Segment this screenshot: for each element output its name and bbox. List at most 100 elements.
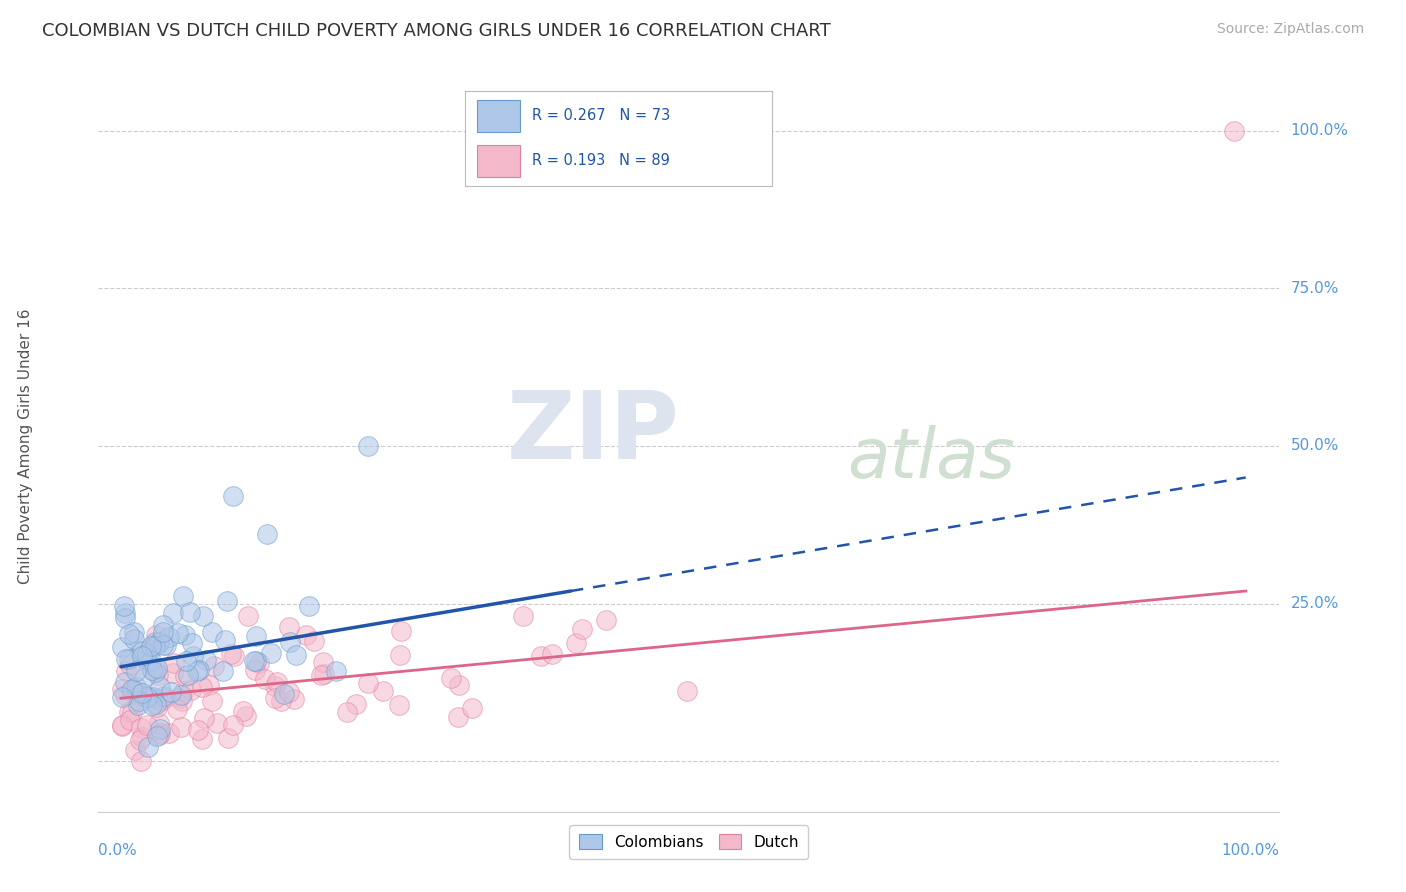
Point: [571, 623, 593, 637]
Point: [198, 678, 221, 692]
Point: [222, 718, 245, 732]
Point: [309, 668, 332, 682]
Point: [263, 679, 285, 693]
Point: [114, 675, 136, 690]
Point: [157, 630, 180, 644]
Point: [114, 606, 136, 620]
Point: [256, 527, 278, 541]
Text: Source: ZipAtlas.com: Source: ZipAtlas.com: [1216, 22, 1364, 37]
Point: [112, 599, 135, 613]
Point: [193, 609, 215, 624]
Point: [118, 706, 141, 720]
Point: [141, 698, 163, 712]
Point: [181, 648, 204, 663]
Point: [128, 698, 150, 713]
Point: [129, 754, 152, 768]
Point: [145, 698, 167, 712]
Point: [148, 636, 170, 650]
Text: 100.0%: 100.0%: [1222, 843, 1279, 858]
Point: [595, 613, 617, 627]
Point: [357, 439, 380, 453]
Point: [149, 694, 172, 708]
Point: [302, 633, 325, 648]
Point: [311, 656, 333, 670]
Text: COLOMBIAN VS DUTCH CHILD POVERTY AMONG GIRLS UNDER 16 CORRELATION CHART: COLOMBIAN VS DUTCH CHILD POVERTY AMONG G…: [42, 22, 831, 40]
Point: [162, 665, 184, 680]
Point: [298, 599, 321, 613]
Point: [155, 638, 177, 652]
Point: [170, 720, 193, 734]
Point: [389, 624, 412, 639]
Text: 50.0%: 50.0%: [1291, 439, 1339, 453]
Point: [166, 626, 188, 640]
Point: [357, 675, 380, 690]
Point: [131, 644, 153, 658]
Point: [128, 733, 150, 747]
Point: [214, 632, 236, 647]
Point: [173, 683, 195, 698]
Text: 0.0%: 0.0%: [98, 843, 138, 858]
Point: [136, 740, 159, 755]
Point: [344, 697, 367, 711]
Point: [530, 648, 553, 663]
Point: [121, 682, 143, 697]
Point: [120, 714, 142, 728]
Point: [172, 694, 194, 708]
Point: [388, 698, 411, 712]
Point: [132, 689, 155, 703]
Point: [1223, 124, 1246, 138]
Point: [153, 689, 176, 703]
Point: [128, 694, 150, 708]
Point: [149, 722, 172, 736]
Point: [325, 665, 347, 679]
Point: [122, 632, 145, 647]
Point: [153, 691, 176, 706]
Point: [173, 627, 195, 641]
Point: [217, 731, 239, 746]
Point: [278, 620, 301, 634]
Point: [148, 635, 170, 649]
Point: [243, 654, 266, 668]
Point: [245, 629, 267, 643]
Point: [143, 659, 166, 673]
Point: [111, 682, 134, 697]
Point: [389, 648, 412, 663]
Point: [143, 665, 166, 679]
Point: [136, 647, 159, 661]
Point: [245, 654, 267, 668]
Point: [232, 704, 254, 718]
Point: [312, 667, 335, 681]
Point: [131, 730, 153, 744]
Legend: Colombians, Dutch: Colombians, Dutch: [569, 824, 808, 859]
Point: [565, 636, 588, 650]
Point: [215, 593, 238, 607]
Point: [170, 688, 193, 702]
Point: [243, 663, 266, 677]
Point: [174, 669, 197, 683]
Point: [114, 611, 136, 625]
Point: [179, 605, 201, 619]
Point: [146, 667, 169, 681]
Point: [440, 671, 463, 685]
Point: [224, 649, 246, 664]
Point: [134, 670, 156, 684]
Text: Child Poverty Among Girls Under 16: Child Poverty Among Girls Under 16: [18, 309, 32, 583]
Point: [114, 664, 136, 678]
Point: [186, 664, 208, 678]
Point: [131, 686, 153, 700]
Point: [336, 705, 359, 719]
Point: [174, 655, 197, 669]
Point: [163, 656, 186, 670]
Point: [152, 617, 174, 632]
Point: [449, 678, 471, 692]
Point: [124, 681, 146, 695]
Point: [172, 589, 194, 603]
Point: [270, 694, 292, 708]
Point: [249, 656, 271, 670]
Point: [145, 639, 167, 653]
Point: [260, 646, 283, 660]
Point: [160, 684, 183, 698]
Point: [263, 690, 285, 705]
Point: [236, 609, 259, 624]
Point: [219, 647, 242, 661]
